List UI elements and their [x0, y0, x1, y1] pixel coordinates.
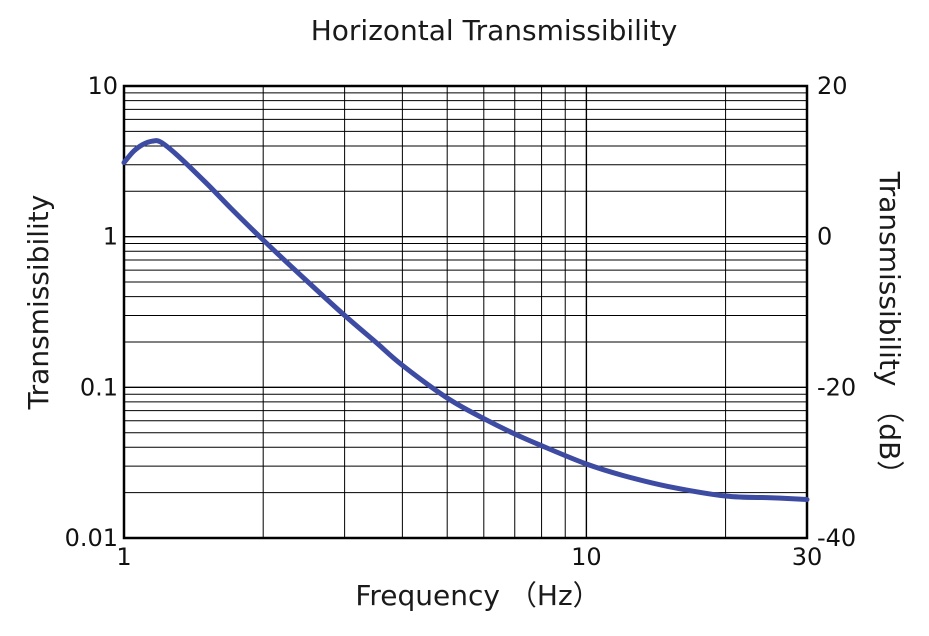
y-tick-label: 10 — [87, 72, 118, 100]
grid — [124, 86, 807, 538]
plot-frame — [122, 84, 809, 540]
y2-tick-label: -20 — [817, 373, 856, 401]
y-tick-label: 1 — [103, 223, 118, 251]
ticks: 1 10 30 10 1 0.1 0.01 20 0 -20 -40 — [65, 72, 857, 571]
x-tick-label: 30 — [792, 543, 823, 571]
y2-tick-label: -40 — [817, 524, 856, 552]
y-tick-label: 0.01 — [65, 524, 118, 552]
x-tick-label: 1 — [116, 543, 131, 571]
x-tick-label: 10 — [571, 543, 602, 571]
x-axis-label: Frequency （Hz） — [355, 579, 600, 612]
series-line — [121, 138, 810, 502]
series-layer — [121, 138, 810, 502]
y-tick-label: 0.1 — [80, 373, 118, 401]
y2-tick-label: 0 — [817, 223, 832, 251]
y2-tick-label: 20 — [817, 72, 848, 100]
y-axis-label: Transmissibility — [22, 195, 55, 411]
chart-title: Horizontal Transmissibility — [311, 14, 678, 47]
y2-axis-label: Transmissibility （dB） — [873, 171, 906, 489]
